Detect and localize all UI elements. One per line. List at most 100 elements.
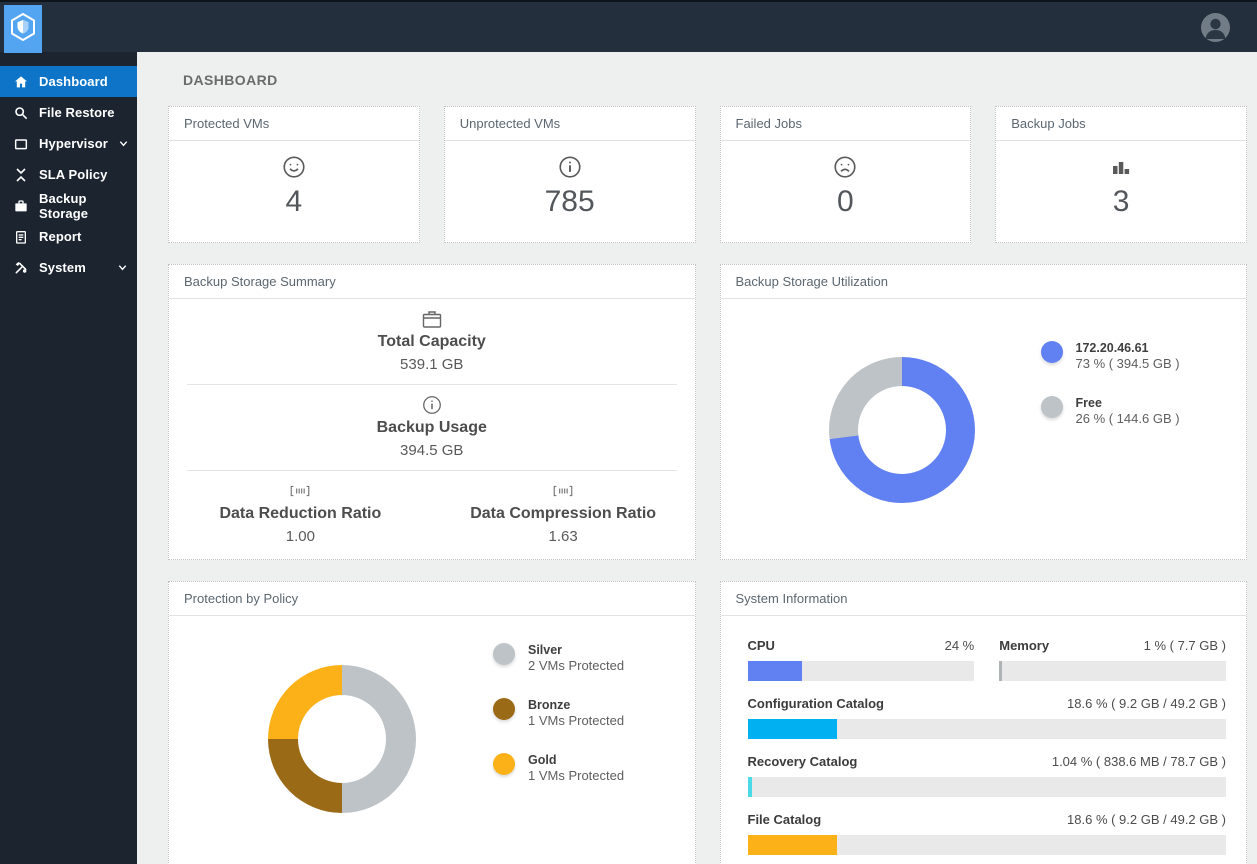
- chart-legend: 172.20.46.61 73 % ( 394.5 GB ) Free 26 %…: [1040, 341, 1180, 451]
- legend-detail: 1 VMs Protected: [528, 713, 625, 728]
- main-content: DASHBOARD Protected VMs 4 Unprotected VM…: [137, 52, 1257, 864]
- panel-title: System Information: [720, 582, 1246, 616]
- chart-legend: Silver 2 VMs Protected Bronze 1 VMs Prot…: [493, 643, 624, 808]
- metric-label: Total Capacity: [377, 333, 486, 350]
- meter-value: 24 %: [944, 638, 975, 653]
- progress-fill: [747, 661, 802, 681]
- card-protected-vms: Protected VMs 4: [168, 106, 420, 243]
- legend-item[interactable]: Bronze 1 VMs Protected: [493, 698, 624, 729]
- barcode-icon: [432, 480, 695, 502]
- home-icon: [13, 74, 29, 90]
- sidebar-nav: Dashboard File Restore Hypervisor SLA Po…: [0, 52, 137, 864]
- legend-swatch: [493, 698, 515, 720]
- sidebar-item-label: Dashboard: [39, 74, 108, 89]
- clipboard-icon: [13, 229, 29, 245]
- sidebar-item-system[interactable]: System: [0, 252, 137, 283]
- legend-item[interactable]: Gold 1 VMs Protected: [493, 753, 624, 784]
- sidebar-item-label: Backup Storage: [39, 190, 89, 221]
- metric-value: 539.1 GB: [400, 356, 464, 373]
- briefcase-icon: [13, 198, 29, 214]
- legend-swatch: [1040, 341, 1063, 363]
- data-reduction-section: Data Reduction Ratio 1.00: [169, 471, 432, 556]
- page-title: DASHBOARD: [183, 72, 278, 88]
- meter-label: File Catalog: [747, 812, 822, 827]
- collapse-arrows-icon: [13, 167, 29, 183]
- cpu-meter: CPU 24 %: [747, 638, 975, 681]
- info-circle-icon: [557, 154, 583, 180]
- card-title: Failed Jobs: [720, 107, 971, 141]
- barcode-icon: [169, 480, 432, 502]
- meter-value: 1 % ( 7.7 GB ): [1143, 638, 1226, 653]
- storage-utilization-donut-chart[interactable]: [828, 357, 975, 503]
- backup-usage-section: Backup Usage 394.5 GB: [169, 385, 695, 470]
- meter-value: 1.04 % ( 838.6 MB / 78.7 GB ): [1051, 754, 1226, 769]
- shield-logo-icon: [10, 12, 36, 46]
- legend-swatch: [493, 753, 515, 775]
- protection-policy-donut-chart[interactable]: [268, 665, 416, 813]
- divider: [187, 384, 677, 385]
- sidebar-item-report[interactable]: Report: [0, 221, 137, 252]
- meter-value: 18.6 % ( 9.2 GB / 49.2 GB ): [1067, 696, 1226, 711]
- legend-swatch: [1040, 396, 1063, 418]
- sidebar-item-sla-policy[interactable]: SLA Policy: [0, 159, 137, 190]
- card-title: Protected VMs: [169, 107, 419, 141]
- divider: [187, 470, 677, 471]
- data-compression-section: Data Compression Ratio 1.63: [432, 471, 695, 556]
- card-title: Backup Jobs: [996, 107, 1246, 141]
- configuration-catalog-meter: Configuration Catalog 18.6 % ( 9.2 GB / …: [747, 696, 1226, 739]
- meter-label: Configuration Catalog: [747, 696, 885, 711]
- sidebar-item-label: Report: [39, 229, 82, 244]
- legend-item[interactable]: 172.20.46.61 73 % ( 394.5 GB ): [1040, 341, 1180, 372]
- sidebar-item-hypervisor[interactable]: Hypervisor: [0, 128, 137, 159]
- smiley-face-icon: [281, 154, 307, 180]
- progress-fill: [999, 661, 1003, 681]
- sad-face-icon: [832, 154, 858, 180]
- progress-fill: [747, 719, 837, 739]
- search-icon: [13, 105, 29, 121]
- legend-detail: 2 VMs Protected: [528, 658, 625, 673]
- chevron-down-icon: [117, 262, 128, 273]
- sidebar-item-label: SLA Policy: [39, 167, 108, 182]
- info-circle-icon: [169, 394, 695, 416]
- stat-value: 785: [544, 185, 595, 218]
- progress-fill: [747, 835, 837, 855]
- app-logo[interactable]: [4, 5, 42, 53]
- legend-detail: 73 % ( 394.5 GB ): [1075, 356, 1180, 371]
- legend-name: Gold: [528, 753, 557, 767]
- legend-name: Silver: [528, 643, 563, 657]
- panel-protection-by-policy: Protection by Policy Silver 2 VMs Protec…: [168, 581, 696, 864]
- metric-value: 1.63: [548, 528, 578, 545]
- sidebar-item-label: Hypervisor: [39, 136, 108, 151]
- metric-label: Backup Usage: [376, 419, 487, 436]
- panel-title: Protection by Policy: [169, 582, 695, 616]
- legend-name: 172.20.46.61: [1075, 341, 1149, 355]
- stat-value: 0: [837, 185, 854, 218]
- sidebar-item-label: File Restore: [39, 105, 115, 120]
- progress-bar: [747, 835, 1226, 855]
- panel-backup-storage-utilization: Backup Storage Utilization 172.20.46.61 …: [719, 264, 1247, 560]
- total-capacity-section: Total Capacity 539.1 GB: [169, 299, 695, 384]
- tools-icon: [13, 260, 29, 276]
- progress-fill: [747, 777, 753, 797]
- card-title: Unprotected VMs: [444, 107, 695, 141]
- sidebar-item-backup-storage[interactable]: Backup Storage: [0, 190, 137, 221]
- progress-bar: [747, 719, 1226, 739]
- meter-label: CPU: [747, 638, 775, 653]
- legend-detail: 26 % ( 144.6 GB ): [1075, 411, 1180, 426]
- legend-swatch: [493, 643, 515, 665]
- user-avatar[interactable]: [1201, 13, 1230, 42]
- metric-label: Data Compression Ratio: [470, 505, 657, 522]
- chevron-down-icon: [118, 138, 129, 149]
- sidebar-item-file-restore[interactable]: File Restore: [0, 97, 137, 128]
- recovery-catalog-meter: Recovery Catalog 1.04 % ( 838.6 MB / 78.…: [747, 754, 1226, 797]
- legend-item[interactable]: Silver 2 VMs Protected: [493, 643, 624, 674]
- sidebar-item-dashboard[interactable]: Dashboard: [0, 66, 137, 97]
- legend-detail: 1 VMs Protected: [528, 768, 625, 783]
- card-failed-jobs: Failed Jobs 0: [719, 106, 972, 243]
- stat-value: 4: [285, 185, 303, 218]
- legend-item[interactable]: Free 26 % ( 144.6 GB ): [1040, 396, 1180, 427]
- legend-name: Free: [1075, 396, 1102, 410]
- panel-title: Backup Storage Summary: [169, 265, 695, 299]
- panel-backup-storage-summary: Backup Storage Summary Total Capacity 53…: [168, 264, 696, 560]
- card-backup-jobs: Backup Jobs 3: [995, 106, 1247, 243]
